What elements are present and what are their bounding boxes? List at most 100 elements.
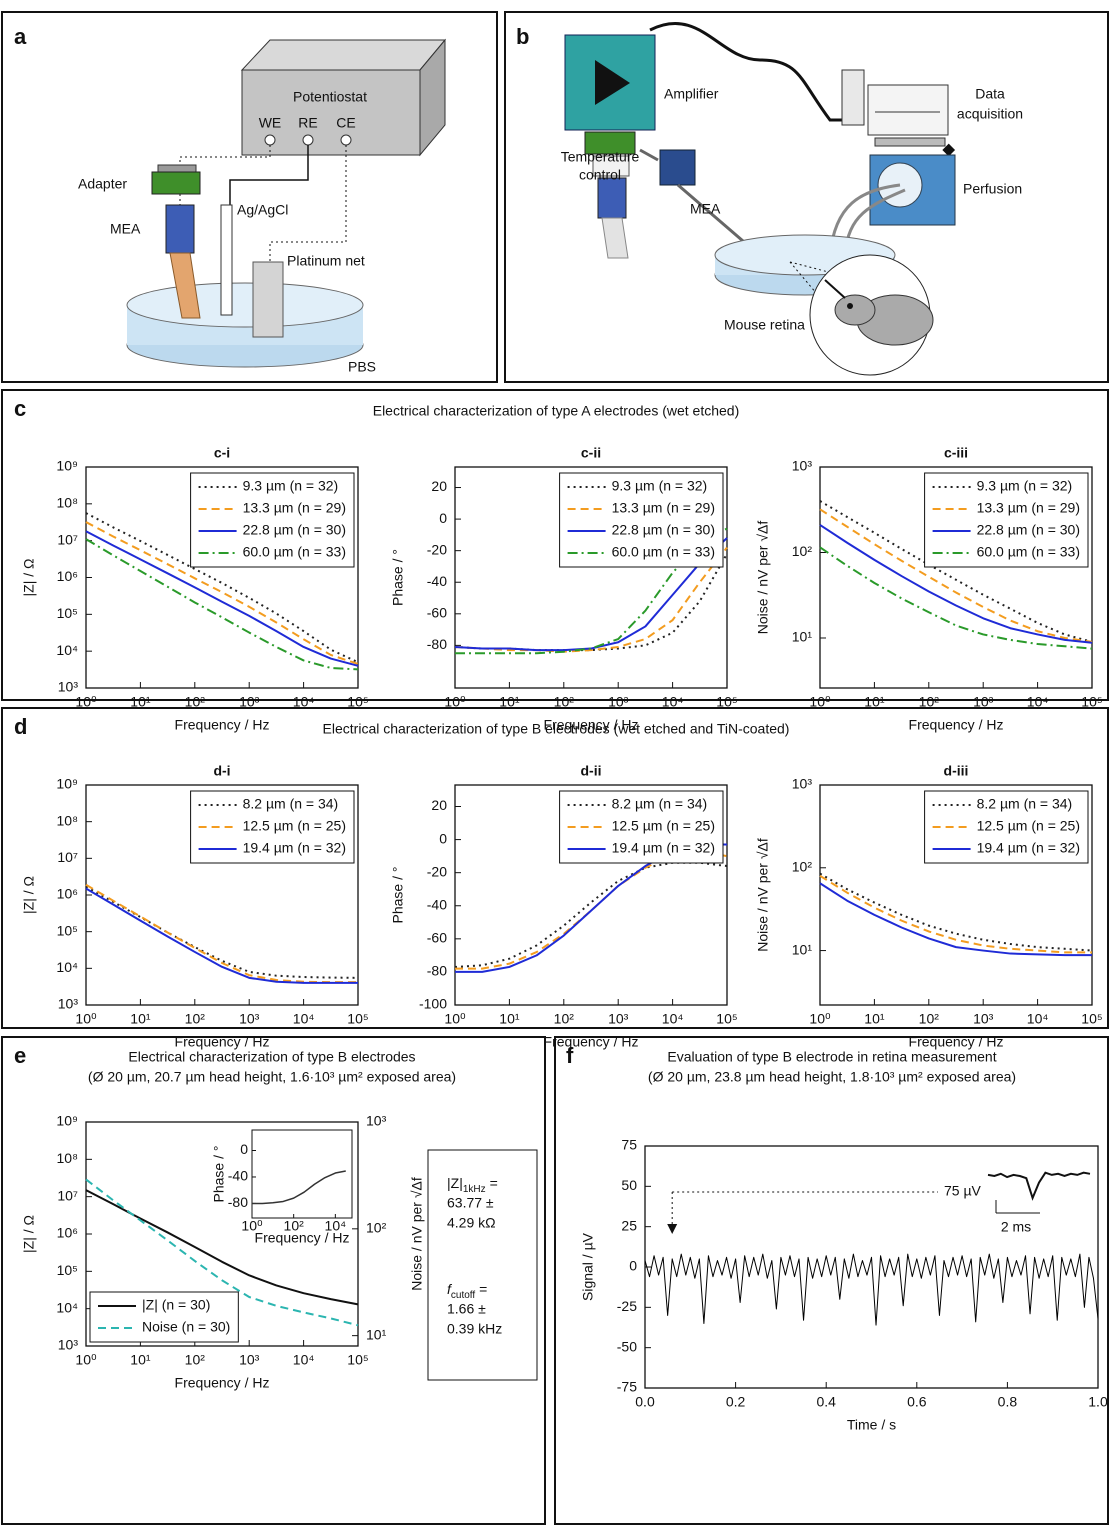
- x-axis-label: Frequency / Hz: [175, 1034, 270, 1050]
- x-axis-label: Frequency / Hz: [909, 1034, 1004, 1050]
- y-tick-label: 10⁷: [57, 531, 78, 547]
- diagram-label: Temperature: [561, 149, 640, 165]
- x-tick-label: 10⁴: [662, 694, 684, 710]
- x-axis-label: Frequency / Hz: [544, 1034, 639, 1050]
- x-tick-label: 10⁰: [75, 694, 97, 710]
- legend-label: 9.3 µm (n = 32): [977, 478, 1073, 494]
- keyboard: [874, 137, 946, 147]
- stat-symbol: |Z|: [447, 1175, 463, 1191]
- y-axis-label: Phase / °: [390, 549, 406, 606]
- legend-label: 12.5 µm (n = 25): [243, 818, 346, 834]
- panel-frame: [1, 11, 498, 383]
- x-tick-label: 10⁴: [1027, 1011, 1049, 1027]
- legend-label: 8.2 µm (n = 34): [612, 796, 708, 812]
- y-tick-label: 50: [621, 1177, 637, 1193]
- monitor: [867, 84, 949, 136]
- stat-subscript: 1kHz: [463, 1184, 486, 1195]
- x-tick-label: 10⁵: [716, 1011, 737, 1027]
- y-tick-label: 75: [621, 1137, 637, 1153]
- diagram-label: Adapter: [78, 176, 127, 192]
- box-top: [240, 39, 447, 71]
- x-tick-label: 10²: [919, 694, 940, 710]
- chart-title: c-ii: [581, 445, 601, 461]
- x-tick-label: 10¹: [130, 1011, 151, 1027]
- diagram-label: Perfusion: [963, 181, 1022, 197]
- terminal: [264, 134, 276, 146]
- chart-title: d-ii: [581, 763, 602, 779]
- y-tick-label: 20: [431, 797, 447, 813]
- plot-area: [644, 1145, 1099, 1389]
- stats-box: |Z|1kHz = 63.77 ± 4.29 kΩ fcutoff = 1.66 ±…: [427, 1149, 538, 1381]
- y-tick-label: -20: [427, 541, 447, 557]
- series-line: [819, 874, 1092, 954]
- series-line: [454, 546, 728, 653]
- legend: 8.2 µm (n = 34) 12.5 µm (n = 25) 19.4 µm (…: [924, 790, 1089, 864]
- y-axis-label: Phase / °: [390, 867, 406, 924]
- x-tick-label: 10¹: [864, 1011, 885, 1027]
- y-tick-label: 0: [629, 1258, 637, 1274]
- series-line: [819, 500, 1093, 643]
- y-tick-label: -60: [427, 605, 447, 621]
- panel-frame: [554, 1036, 1109, 1525]
- y-tick-label: -20: [427, 863, 447, 879]
- y-axis-label: Noise / nV per √Δf: [755, 521, 771, 635]
- x-axis-label: Time / s: [847, 1417, 896, 1433]
- x-axis-label: Frequency / Hz: [255, 1230, 350, 1246]
- legend: 9.3 µm (n = 32) 13.3 µm (n = 29) 22.8 µm (…: [924, 472, 1089, 568]
- stat-value: 1.66 ±: [447, 1301, 486, 1317]
- chart-title: c-i: [214, 445, 230, 461]
- diagram-label: acquisition: [957, 106, 1023, 122]
- diagram-label: control: [579, 167, 621, 183]
- legend-label: 19.4 µm (n = 32): [612, 840, 715, 856]
- inset-waveform: [987, 1171, 1091, 1201]
- x-axis-label: Frequency / Hz: [175, 1375, 270, 1391]
- series-line: [819, 524, 1093, 644]
- panel-title: Evaluation of type B electrode in retina…: [667, 1049, 996, 1065]
- y-axis-label: |Z| / Ω: [21, 559, 37, 597]
- y-tick-label: 10⁶: [57, 886, 78, 902]
- panel-frame: [1, 1036, 546, 1525]
- y-tick-label: 10⁹: [56, 1113, 78, 1129]
- series-line: [819, 872, 1093, 952]
- y-tick-label: -75: [617, 1379, 637, 1395]
- x-tick-label: 10¹: [499, 694, 520, 710]
- mouse-device: [942, 143, 956, 157]
- y-tick-label: 10⁹: [56, 776, 78, 792]
- x-tick-label: 10³: [608, 1011, 629, 1027]
- panel-frame: [1, 389, 1109, 701]
- x-tick-label: 10³: [973, 694, 994, 710]
- legend: 9.3 µm (n = 32) 13.3 µm (n = 29) 22.8 µm (…: [559, 472, 724, 568]
- legend-frame: [190, 472, 355, 568]
- y-axis-label: |Z| / Ω: [21, 1215, 37, 1253]
- legend-label: |Z| (n = 30): [142, 1297, 210, 1313]
- y-tick-label: 10³: [58, 996, 79, 1012]
- y-tick-label: -40: [427, 573, 447, 589]
- legend-label: 22.8 µm (n = 30): [612, 522, 715, 538]
- y-tick-label: 10⁵: [57, 922, 78, 938]
- stat-head: |Z|1kHz =: [447, 1175, 498, 1195]
- legend-label: 22.8 µm (n = 30): [977, 522, 1080, 538]
- y-tick-label: 10³: [792, 458, 813, 474]
- y-tick-label: 10⁷: [57, 849, 78, 865]
- panel-title: Electrical characterization of type A el…: [373, 403, 740, 419]
- legend-label: 60.0 µm (n = 33): [243, 544, 346, 560]
- x-tick-label: 10⁵: [716, 694, 737, 710]
- y2-axis-label: Noise / nV per √Δf: [409, 1177, 425, 1291]
- y-tick-label: 10⁸: [57, 495, 79, 511]
- mea: [597, 177, 627, 219]
- y-axis-label: Phase / °: [211, 1146, 227, 1203]
- x-tick-label: 10⁴: [293, 1011, 315, 1027]
- x-tick-label: 10⁵: [347, 1352, 368, 1368]
- x-tick-label: 10⁴: [662, 1011, 684, 1027]
- y-axis-label: |Z| / Ω: [21, 876, 37, 914]
- chart-title: c-iii: [944, 445, 968, 461]
- legend-frame: [89, 1291, 239, 1343]
- wire: [229, 145, 309, 205]
- x-axis-label: Frequency / Hz: [544, 717, 639, 733]
- terminal: [302, 134, 314, 146]
- x-tick-label: 10⁵: [1081, 694, 1102, 710]
- legend: 8.2 µm (n = 34) 12.5 µm (n = 25) 19.4 µm (…: [190, 790, 355, 864]
- y-tick-label: -25: [617, 1298, 637, 1314]
- y-tick-label: 10⁹: [56, 458, 78, 474]
- legend-label: 8.2 µm (n = 34): [977, 796, 1073, 812]
